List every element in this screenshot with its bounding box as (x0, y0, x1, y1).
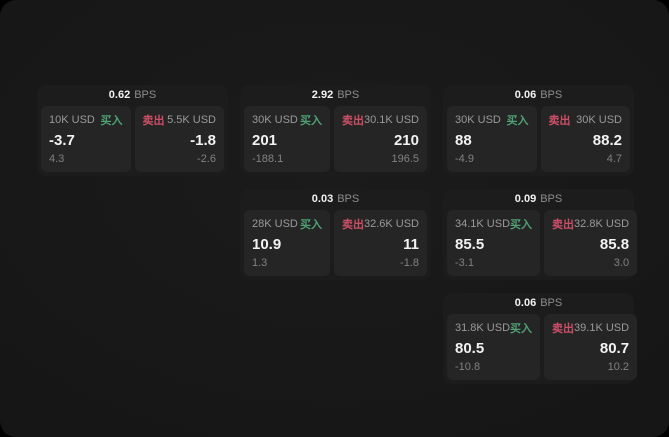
sell-price: 88.2 (592, 131, 622, 149)
bps-value: 0.03 (311, 193, 334, 205)
sell-label: 卖出 (341, 219, 364, 231)
sell-sub-value: 10.2 (607, 361, 630, 373)
bps-value: 0.06 (514, 89, 537, 101)
bps-value: 0.09 (514, 193, 537, 205)
buy-price: 201 (252, 131, 278, 149)
sell-price: 210 (393, 131, 419, 149)
sell-amount: 5.5K USD (167, 114, 216, 126)
buy-panel[interactable]: 31.8K USD 买入 80.5 -10.8 (447, 314, 541, 380)
buy-label: 买入 (100, 115, 123, 127)
sell-price: 11 (403, 235, 419, 253)
quote-card: 0.06 BPS 30K USD 买入 88 -4.9 卖出 30K USD (443, 85, 634, 176)
buy-panel[interactable]: 34.1K USD 买入 85.5 -3.1 (447, 210, 541, 276)
buy-price: 80.5 (455, 339, 485, 357)
buy-panel[interactable]: 30K USD 买入 201 -188.1 (244, 106, 330, 172)
buy-amount: 10K USD (49, 114, 95, 126)
sell-panel[interactable]: 卖出 32.8K USD 85.8 3.0 (544, 210, 638, 276)
buy-panel[interactable]: 30K USD 买入 88 -4.9 (447, 106, 537, 172)
quote-card: 2.92 BPS 30K USD 买入 201 -188.1 卖出 30.1K U… (240, 85, 431, 176)
buy-sub-value: -4.9 (455, 153, 474, 165)
bps-unit: BPS (540, 193, 563, 205)
bps-unit: BPS (540, 89, 563, 101)
quote-card: 0.62 BPS 10K USD 买入 -3.7 4.3 卖出 5.5K USD (37, 85, 228, 176)
sell-label: 卖出 (548, 115, 571, 127)
bps-header: 0.03 BPS (244, 189, 427, 210)
buy-sub-value: -3.1 (455, 257, 474, 269)
bps-header: 0.06 BPS (447, 85, 630, 106)
buy-label: 买入 (506, 115, 529, 127)
buy-price: -3.7 (49, 131, 75, 149)
sell-sub-value: 4.7 (606, 153, 622, 165)
buy-price: 85.5 (455, 235, 485, 253)
sell-amount: 32.6K USD (363, 218, 419, 230)
buy-label: 买入 (299, 115, 322, 127)
buy-panel[interactable]: 10K USD 买入 -3.7 4.3 (41, 106, 131, 172)
bps-unit: BPS (540, 297, 563, 309)
buy-amount: 31.8K USD (455, 322, 511, 334)
sell-panel[interactable]: 卖出 30K USD 88.2 4.7 (540, 106, 630, 172)
sell-label: 卖出 (341, 115, 364, 127)
sell-price: 80.7 (599, 339, 630, 357)
bps-header: 0.06 BPS (447, 293, 630, 314)
buy-amount: 30K USD (455, 114, 501, 126)
buy-sub-value: -10.8 (455, 361, 481, 373)
quote-card: 0.03 BPS 28K USD 买入 10.9 1.3 卖出 32.6K USD (240, 189, 431, 280)
bps-unit: BPS (337, 193, 360, 205)
buy-panel[interactable]: 28K USD 买入 10.9 1.3 (244, 210, 330, 276)
bps-unit: BPS (134, 89, 157, 101)
sell-panel[interactable]: 卖出 32.6K USD 11 -1.8 (333, 210, 427, 276)
buy-sub-value: -188.1 (252, 153, 284, 165)
bps-value: 0.06 (514, 297, 537, 309)
bps-value: 2.92 (311, 89, 334, 101)
sell-price: -1.8 (190, 131, 216, 149)
sell-panel[interactable]: 卖出 5.5K USD -1.8 -2.6 (134, 106, 224, 172)
quote-board: 0.62 BPS 10K USD 买入 -3.7 4.3 卖出 5.5K USD (37, 85, 638, 384)
buy-label: 买入 (299, 219, 322, 231)
sell-sub-value: 196.5 (391, 153, 419, 165)
buy-sub-value: 1.3 (252, 257, 268, 269)
sell-amount: 30.1K USD (363, 114, 419, 126)
sell-price: 85.8 (599, 235, 630, 253)
buy-amount: 28K USD (252, 218, 298, 230)
sell-label: 卖出 (552, 219, 575, 231)
sell-panel[interactable]: 卖出 39.1K USD 80.7 10.2 (544, 314, 638, 380)
buy-label: 买入 (510, 219, 533, 231)
bps-value: 0.62 (108, 89, 131, 101)
bps-header: 0.62 BPS (41, 85, 224, 106)
sell-label: 卖出 (552, 323, 575, 335)
sell-sub-value: -1.8 (400, 257, 419, 269)
quote-card: 0.09 BPS 34.1K USD 买入 85.5 -3.1 卖出 32.8K … (443, 189, 638, 280)
sell-label: 卖出 (142, 115, 165, 127)
buy-sub-value: 4.3 (49, 153, 65, 165)
sell-amount: 30K USD (576, 114, 622, 126)
buy-price: 10.9 (252, 235, 282, 253)
bps-header: 0.09 BPS (447, 189, 630, 210)
buy-amount: 34.1K USD (455, 218, 511, 230)
sell-amount: 39.1K USD (574, 322, 630, 334)
buy-label: 买入 (510, 323, 533, 335)
sell-amount: 32.8K USD (574, 218, 630, 230)
buy-price: 88 (455, 131, 472, 149)
bps-unit: BPS (337, 89, 360, 101)
quote-card: 0.06 BPS 31.8K USD 买入 80.5 -10.8 卖出 39.1K… (443, 293, 638, 384)
sell-sub-value: 3.0 (613, 257, 630, 269)
sell-sub-value: -2.6 (197, 153, 216, 165)
buy-amount: 30K USD (252, 114, 298, 126)
bps-header: 2.92 BPS (244, 85, 427, 106)
sell-panel[interactable]: 卖出 30.1K USD 210 196.5 (333, 106, 427, 172)
